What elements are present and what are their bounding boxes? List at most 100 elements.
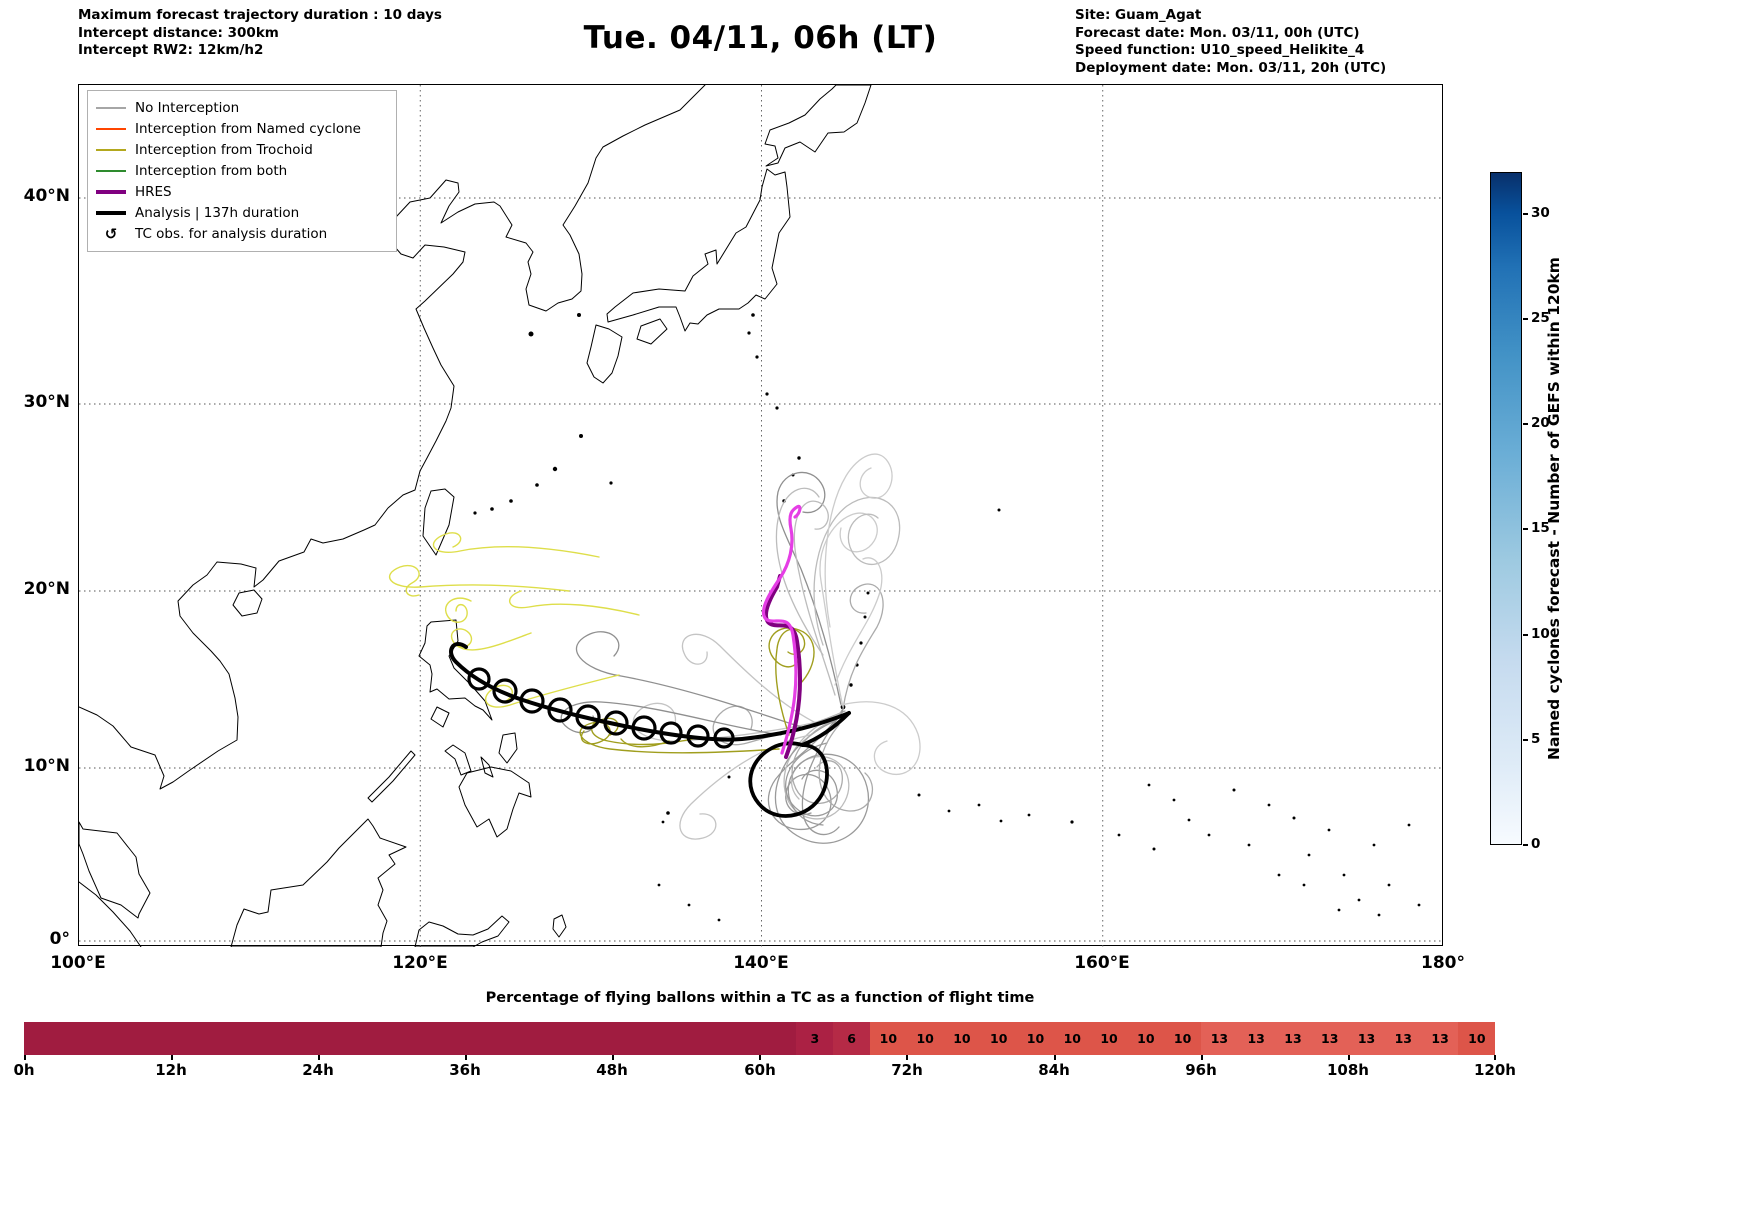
island-dot (1327, 828, 1331, 832)
trajectory-no-interception (834, 557, 883, 686)
trajectory-trochoid-dark (579, 721, 780, 754)
flight-time-bin (465, 1022, 503, 1055)
lon-tick-120e: 120°E (392, 953, 448, 973)
figure-title: Tue. 04/11, 06h (LT) (583, 20, 938, 56)
colorbar-tickmark (1523, 739, 1528, 741)
colorbar-tickmark (1523, 213, 1528, 215)
colorbar-tickmark (1523, 423, 1528, 425)
legend-item-label: Interception from Named cyclone (135, 120, 361, 137)
colorbar-tickmark (1523, 634, 1528, 636)
intercept-rw2-text: Intercept RW2: 12km/h2 (78, 42, 264, 58)
flight-time-bin: 13 (1384, 1022, 1422, 1055)
island-dot (1337, 908, 1341, 912)
island-dot (1207, 833, 1211, 837)
time-tick-60h: 60h (744, 1061, 776, 1079)
time-tickmark (906, 1055, 908, 1060)
flight-time-bin: 10 (1017, 1022, 1054, 1055)
island-dot (657, 883, 661, 887)
flight-time-bin (428, 1022, 466, 1055)
island-dot (751, 313, 755, 317)
trajectory-no-interception (632, 702, 840, 742)
gefs-colorbar (1490, 172, 1522, 845)
time-tick-36h: 36h (449, 1061, 481, 1079)
coastline (232, 589, 263, 617)
trajectory-no-interception (774, 720, 870, 844)
tc-obs-loop (519, 688, 545, 714)
legend-item-label: No Interception (135, 99, 240, 116)
island-dot (1152, 847, 1156, 851)
lon-tick-160e: 160°E (1074, 953, 1130, 973)
lat-tick-40n: 40°N (23, 186, 70, 206)
island-dot (1377, 913, 1381, 917)
flight-time-bar: 3 6 10 10 10 10 10 10 10 10 10 13 13 13 13 13 13 13 10 (24, 1022, 1496, 1055)
time-tick-84h: 84h (1038, 1061, 1070, 1079)
trajectory-trochoid-dark (775, 628, 806, 736)
island-dot (1117, 833, 1121, 837)
flight-time-bin: 10 (906, 1022, 944, 1055)
island-dot (473, 511, 477, 515)
legend-item-label: Analysis | 137h duration (135, 204, 300, 221)
lon-tick-180: 180° (1421, 953, 1465, 973)
island-dot (490, 507, 494, 511)
legend-line-swatch (96, 210, 126, 215)
island-dot (1292, 816, 1296, 820)
trajectory-no-interception (840, 701, 921, 776)
island-dot (609, 481, 613, 485)
trajectory-no-interception (785, 742, 838, 817)
speed-function-text: Speed function: U10_speed_Helikite_4 (1075, 42, 1365, 58)
flight-time-bin: 3 (796, 1022, 834, 1055)
flight-time-bin (686, 1022, 723, 1055)
colorbar-tickmark (1523, 528, 1528, 530)
flight-time-bin (134, 1022, 172, 1055)
colorbar-tickmark (1523, 844, 1528, 846)
island-dot (552, 466, 558, 472)
coastline (79, 821, 151, 919)
flight-time-bin (244, 1022, 282, 1055)
island-dot (1070, 820, 1074, 824)
flight-time-bin (649, 1022, 687, 1055)
tc-obs-loop (713, 727, 735, 749)
flight-time-bin: 13 (1348, 1022, 1385, 1055)
time-tickmark (318, 1055, 320, 1060)
island-dot (535, 483, 539, 487)
time-tickmark (759, 1055, 761, 1060)
flight-time-bin (171, 1022, 208, 1055)
tc-obs-loop (575, 704, 601, 730)
flight-time-bin (60, 1022, 98, 1055)
island-dot (1147, 783, 1151, 787)
colorbar-tickmark (1523, 318, 1528, 320)
hres-track (764, 574, 802, 759)
trajectory-trochoid (388, 564, 570, 597)
trajectory-trochoid (450, 628, 532, 651)
island-dot (1267, 803, 1271, 807)
trajectory-no-interception (775, 487, 824, 656)
flight-time-bin: 10 (1127, 1022, 1165, 1055)
trajectory-map: No Interception Interception from Named … (78, 84, 1444, 947)
island-dot (747, 331, 751, 335)
time-tick-24h: 24h (302, 1061, 334, 1079)
coastline (422, 488, 455, 556)
tc-obs-loop (492, 678, 518, 704)
island-dot (997, 508, 1001, 512)
flight-time-bin (759, 1022, 797, 1055)
island-dot (1302, 883, 1306, 887)
legend-item-hres: HRES (96, 181, 388, 202)
time-tick-96h: 96h (1185, 1061, 1217, 1079)
island-dot (863, 615, 867, 619)
site-text: Site: Guam_Agat (1075, 7, 1202, 23)
colorbar-tick-30: 30 (1531, 205, 1550, 221)
coastline (230, 818, 407, 947)
time-tickmark (1494, 1055, 1496, 1060)
flight-time-bin (538, 1022, 576, 1055)
time-tickmark (1201, 1055, 1203, 1060)
colorbar-tick-10: 10 (1531, 626, 1550, 642)
legend-item-both: Interception from both (96, 160, 388, 181)
legend-item-tc-obs: ↺ TC obs. for analysis duration (96, 223, 388, 244)
time-tick-72h: 72h (891, 1061, 923, 1079)
legend-item-named-cyclone: Interception from Named cyclone (96, 118, 388, 139)
island-dot (687, 903, 691, 907)
legend-item-trochoid: Interception from Trochoid (96, 139, 388, 160)
flight-time-bin: 13 (1421, 1022, 1459, 1055)
island-dot (1277, 873, 1281, 877)
